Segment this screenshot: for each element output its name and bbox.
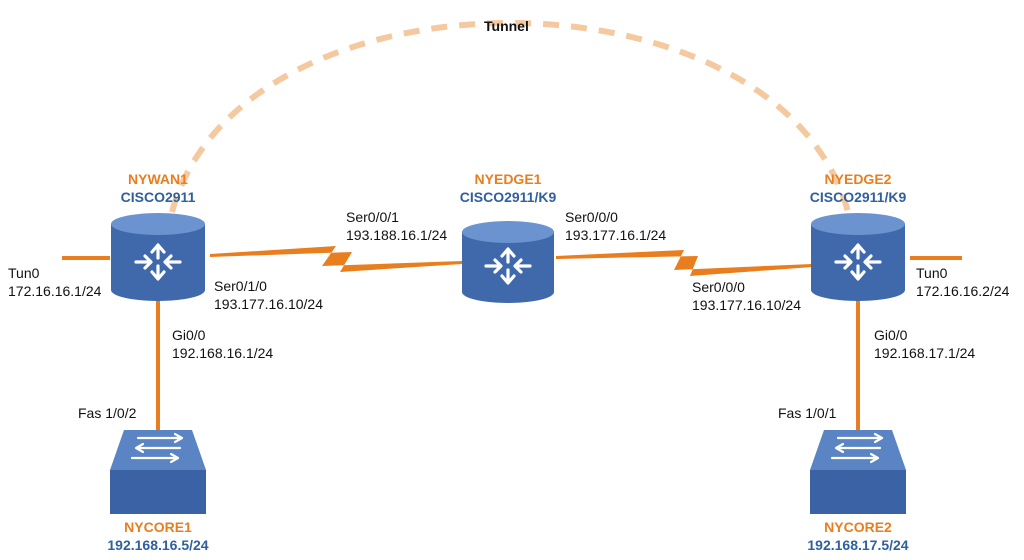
nyedge2-ser-ip: 193.177.16.10/24	[692, 297, 801, 313]
nyedge1-ser1-ip: 193.188.16.1/24	[346, 227, 448, 243]
router-icon[interactable]	[111, 213, 205, 301]
nycore2-fas-name: Fas 1/0/1	[778, 405, 837, 421]
serial-link-nywan1-nyedge1	[210, 246, 462, 272]
tunnel-label: Tunnel	[484, 18, 529, 34]
nywan1-tun0-name: Tun0	[8, 265, 40, 281]
nycore2-name: NYCORE2	[824, 519, 892, 535]
nywan1-model: CISCO2911	[120, 189, 196, 205]
nycore1-address: 192.168.16.5/24	[107, 537, 209, 553]
router-icon[interactable]	[462, 221, 554, 303]
nyedge2-name: NYEDGE2	[824, 171, 892, 187]
nyedge2-gi-name: Gi0/0	[874, 327, 908, 343]
nyedge2-ser-name: Ser0/0/0	[692, 279, 745, 295]
nywan1-name: NYWAN1	[128, 171, 188, 187]
nywan1-gi-name: Gi0/0	[172, 327, 206, 343]
nyedge1-ser0-name: Ser0/0/0	[565, 209, 618, 225]
nyedge2-tun0-name: Tun0	[916, 265, 948, 281]
nyedge1-ser0-ip: 193.177.16.1/24	[565, 227, 667, 243]
nywan1-ser-name: Ser0/1/0	[214, 278, 267, 294]
nywan1-ser-ip: 193.177.16.10/24	[214, 296, 323, 312]
nyedge1-model: CISCO2911/K9	[459, 189, 557, 205]
nywan1-tun0-ip: 172.16.16.1/24	[8, 283, 102, 299]
switch-icon[interactable]	[110, 430, 206, 514]
nyedge1-name: NYEDGE1	[474, 171, 542, 187]
nyedge2-model: CISCO2911/K9	[809, 189, 907, 205]
nyedge1-ser1-name: Ser0/0/1	[346, 209, 399, 225]
nywan1-gi-ip: 192.168.16.1/24	[172, 345, 274, 361]
nycore1-name: NYCORE1	[124, 519, 192, 535]
router-icon[interactable]	[811, 213, 905, 301]
nycore1-fas-name: Fas 1/0/2	[78, 405, 137, 421]
switch-icon[interactable]	[810, 430, 906, 514]
nyedge2-tun0-ip: 172.16.16.2/24	[916, 283, 1010, 299]
nyedge2-gi-ip: 192.168.17.1/24	[874, 345, 976, 361]
nycore2-address: 192.168.17.5/24	[807, 537, 909, 553]
serial-link-nyedge1-nyedge2	[556, 250, 812, 276]
